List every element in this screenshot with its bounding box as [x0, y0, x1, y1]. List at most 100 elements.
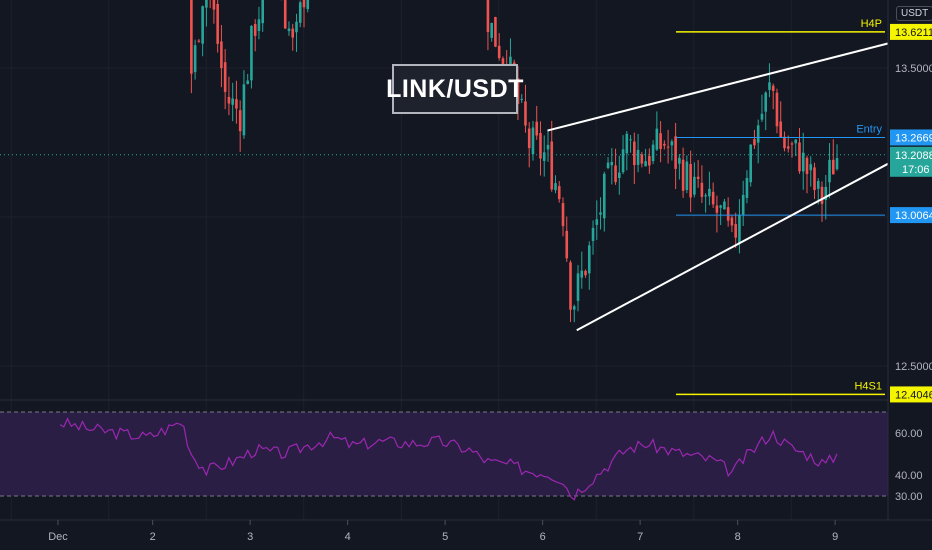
candle-body: [741, 194, 745, 215]
currency-selector[interactable]: USDT: [896, 6, 932, 21]
candle-body: [576, 273, 580, 301]
wedge-upper-line: [547, 31, 932, 132]
candle-body: [595, 219, 599, 225]
candle-body: [666, 146, 670, 148]
candle-body: [786, 146, 790, 149]
rsi-tick-label: 30.00: [895, 491, 923, 503]
price-axis-background: [888, 0, 932, 520]
candle-body: [636, 149, 640, 165]
current-price-tag: [890, 146, 932, 177]
candle-body: [302, 0, 306, 8]
candle-body: [659, 133, 662, 149]
candle-body: [775, 92, 779, 127]
candle-body: [298, 2, 302, 23]
candle-body: [306, 0, 310, 10]
candle-body: [539, 133, 542, 159]
candle-body: [801, 152, 805, 172]
candle-body: [550, 141, 554, 190]
level-label-h4p: H4P: [861, 18, 882, 30]
candle-body: [663, 143, 666, 146]
wedge-lower-line: [576, 139, 932, 332]
candle-body: [719, 205, 722, 208]
axis-level-tag: [890, 386, 932, 403]
candle-body: [542, 152, 546, 161]
candle-body: [794, 139, 798, 144]
time-label: 4: [345, 531, 351, 543]
candle-body: [704, 195, 707, 197]
candle-body: [828, 159, 831, 183]
candle-body: [242, 84, 246, 136]
candle-body: [235, 99, 238, 109]
price-axis[interactable]: 13.500012.500014.718714.531314.028713.76…: [887, 0, 932, 520]
candle-body: [546, 144, 550, 150]
candle-body: [501, 58, 505, 66]
candle-body: [708, 188, 711, 197]
price-tick-label: 12.5000: [895, 361, 932, 373]
candle-body: [238, 110, 242, 132]
candle-body: [820, 186, 824, 204]
candle-body: [257, 19, 261, 32]
axis-level-tag-text: 12.4046: [895, 389, 932, 401]
candle-body: [606, 162, 610, 168]
candle-body: [569, 262, 572, 310]
candle-body: [805, 157, 809, 175]
candle-body: [813, 167, 816, 191]
rsi-line: [59, 417, 838, 501]
candle-body: [561, 203, 565, 227]
time-axis[interactable]: Dec 2 3 4 5 6 7 8 9: [0, 519, 932, 543]
time-label: 5: [442, 531, 448, 543]
time-label: Dec: [48, 531, 68, 543]
candle-body: [760, 113, 764, 120]
candle-body: [520, 98, 524, 100]
candle-body: [749, 144, 752, 183]
candle-body: [591, 227, 595, 241]
candle-body: [190, 0, 193, 74]
axis-level-tag-text: 13.6211: [895, 27, 932, 39]
candle-body: [831, 159, 835, 175]
candle-body: [681, 159, 685, 191]
candle-body: [535, 121, 539, 136]
candle-body: [756, 125, 760, 143]
candle-body: [715, 205, 719, 213]
rsi-band-fill: [0, 412, 888, 496]
axis-level-tag-text: 13.0064: [895, 210, 932, 222]
candle-body: [738, 215, 741, 244]
candle-body: [835, 158, 839, 170]
candle-body: [764, 92, 768, 112]
candle-body: [648, 155, 651, 166]
candle-body: [618, 172, 621, 179]
candle-body: [287, 28, 291, 32]
candle-countdown: 17:06: [902, 164, 930, 176]
candle-body: [790, 143, 794, 145]
candle-body: [678, 157, 681, 164]
candle-body: [768, 82, 771, 90]
rsi-tick-label: 40.00: [895, 470, 923, 482]
candle-body: [614, 165, 617, 183]
candle-body: [621, 149, 625, 173]
candle-body: [580, 270, 584, 278]
candle-body: [644, 161, 647, 167]
candle-body: [723, 201, 726, 210]
candle-body: [629, 139, 632, 141]
time-label: 2: [150, 531, 156, 543]
candle-body: [253, 24, 257, 36]
candle-body: [486, 0, 490, 33]
candle-body: [524, 101, 527, 126]
candle-body: [527, 128, 531, 149]
candle-body: [783, 136, 786, 149]
axis-level-tag: [890, 129, 932, 146]
candle-body: [494, 17, 497, 47]
candle-body: [212, 0, 216, 10]
rsi-tick-label: 60.00: [895, 428, 923, 440]
candle-body: [295, 21, 298, 33]
price-tick-label: 13.5000: [895, 63, 932, 75]
candle-body: [625, 133, 629, 154]
candle-body: [711, 191, 715, 205]
candle-body: [670, 141, 674, 146]
candle-body: [816, 181, 820, 189]
candle-body: [771, 85, 775, 91]
candle-body: [584, 270, 587, 276]
candle-body: [689, 163, 692, 198]
axis-level-tag: [890, 23, 932, 40]
